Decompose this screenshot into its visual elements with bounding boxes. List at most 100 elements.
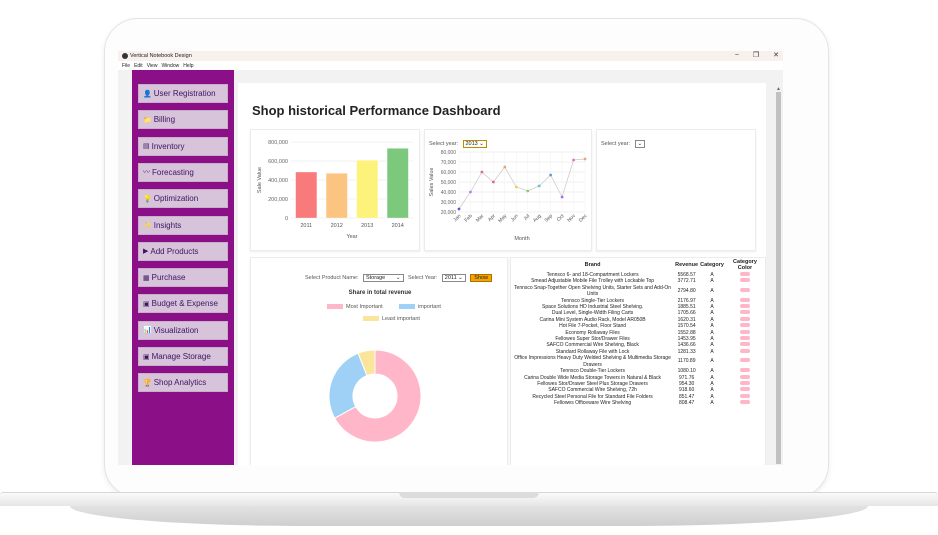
sidebar-item-manage-storage[interactable]: ▣ Manage Storage: [138, 347, 228, 366]
data-point-apr: [491, 180, 495, 184]
bar-2011: [295, 171, 318, 219]
user-icon: 👤: [143, 90, 152, 98]
minimize-button[interactable]: −: [734, 52, 739, 59]
category-color-swatch: [739, 380, 750, 385]
menu-view[interactable]: View: [146, 62, 158, 69]
sidebar-item-insights[interactable]: ✨ Insights: [138, 215, 228, 235]
revenue-cell: 1570.54: [677, 323, 696, 330]
data-point-jan: [457, 207, 461, 211]
chart-icon: 📊: [143, 327, 152, 335]
legend-swatch: [363, 316, 379, 321]
y-axis-label: Sales Value: [429, 168, 435, 197]
brand-cell: Standard Rollaway File with Lock: [555, 348, 630, 355]
category-color-cell: [725, 323, 765, 329]
data-point-mar: [480, 170, 484, 174]
sidebar-item-label: Billing: [153, 115, 176, 125]
menu-window[interactable]: Window: [161, 62, 180, 69]
x-tick-label: Jan: [452, 213, 462, 223]
brand-cell: Carina Mini System Audio Rack, Model AR0…: [539, 316, 646, 323]
monthly-year-select[interactable]: 2013 ⌄: [462, 140, 487, 148]
legend-swatch: [327, 304, 343, 309]
menu-file[interactable]: File: [122, 62, 131, 69]
sidebar-item-label: Add Products: [150, 246, 199, 256]
pie-year-select[interactable]: 2011 ⌄: [441, 274, 466, 282]
sidebar-item-optimization[interactable]: 💡 Optimization: [138, 189, 228, 209]
revenue-cell: 918.60: [678, 387, 695, 394]
x-tick-label: Aug: [532, 213, 543, 224]
sidebar-item-shop-analytics[interactable]: 🏆 Shop Analytics: [138, 373, 228, 393]
y-tick-label: 40,000: [441, 190, 457, 196]
y-tick-label: 600,000: [268, 159, 288, 165]
third-year-select[interactable]: ⌄: [634, 140, 646, 148]
brand-revenue-table: Brand Revenue Category Category Color Tenns…: [511, 258, 765, 407]
revenue-cell: 1705.66: [677, 310, 696, 317]
show-button[interactable]: Show: [470, 274, 492, 282]
table-row: Tennsco 6- and 18-Compartment Lockers 556…: [511, 272, 765, 278]
scroll-thumb[interactable]: [776, 92, 781, 464]
table-row: Office Impressions Heavy Duty Welded She…: [511, 355, 765, 368]
sidebar-item-billing[interactable]: 📁 Billing: [138, 110, 228, 130]
legend-swatch: [399, 304, 415, 309]
category-cell: A: [710, 374, 714, 381]
third-year-label: Select year:: [601, 141, 631, 147]
product-name-select[interactable]: Storage ⌄: [362, 274, 404, 282]
sidebar-item-purchase[interactable]: ▦ Purchase: [138, 268, 228, 288]
sidebar-item-user-registration[interactable]: 👤 User Registration: [138, 84, 228, 103]
sidebar-item-add-products[interactable]: ▶ Add Products: [138, 241, 228, 261]
category-cell: A: [710, 272, 714, 278]
category-cell: A: [710, 348, 714, 355]
x-tick-label: Mar: [475, 213, 486, 224]
category-cell: A: [710, 358, 714, 365]
x-tick-label: Jun: [510, 213, 520, 223]
category-color-cell: [725, 316, 765, 323]
legend-label: important: [418, 304, 441, 310]
x-tick-label: Oct: [556, 213, 566, 223]
sidebar-item-visualization[interactable]: 📊 Visualization: [138, 320, 228, 340]
monthly-year-value: 2013: [465, 141, 478, 147]
restore-button[interactable]: ❐: [752, 52, 760, 59]
sidebar-item-inventory[interactable]: ▤ Inventory: [138, 136, 228, 156]
page-scrollbar[interactable]: ▲: [775, 86, 782, 465]
storage-icon: ▣: [143, 353, 150, 361]
brand-cell: Office Impressions Heavy Duty Welded She…: [514, 355, 671, 368]
grid-icon: ▦: [143, 274, 150, 282]
revenue-cell: 1436.66: [677, 342, 696, 349]
revenue-cell: 808.47: [678, 400, 695, 407]
sidebar-item-budget-expense[interactable]: ▣ Budget & Expense: [138, 294, 228, 314]
monthly-sales-chart: 80,000 70,000 60,000 50,000 40,000 30,000 20,0…: [429, 150, 589, 242]
year-select-card: Select year: ⌄: [596, 129, 756, 251]
revenue-cell: 1170.89: [677, 358, 696, 365]
chevron-down-icon: ⌄: [637, 141, 643, 147]
table-row: SAFCO Commercial Wire Shelving, Black 143…: [511, 342, 765, 348]
y-tick-label: 200,000: [268, 197, 288, 203]
brand-cell: Tennsco Single-Tier Lockers: [561, 297, 625, 304]
y-axis-label: Sale Value: [257, 167, 263, 193]
brand-cell: Fellowes Officeware Wire Shelving: [553, 400, 632, 407]
y-tick-label: 70,000: [441, 160, 457, 166]
scroll-up-icon[interactable]: ▲: [776, 86, 781, 92]
bar-2013: [356, 160, 379, 219]
sidebar-item-forecasting[interactable]: 〰 Forecasting: [138, 162, 228, 182]
close-button[interactable]: ✕: [773, 52, 779, 59]
table-row: Fellowes Officeware Wire Shelving 808.47 A: [511, 400, 765, 406]
sales-line: [458, 158, 586, 210]
table-header-row: Brand Revenue Category Category Color: [511, 258, 765, 272]
category-cell: A: [710, 329, 714, 336]
category-color-swatch: [739, 297, 750, 302]
category-cell: A: [710, 304, 714, 311]
pie-slice-most-important: [334, 349, 422, 443]
bar-2014: [386, 148, 409, 219]
category-cell: A: [710, 380, 714, 387]
category-cell: A: [710, 288, 714, 295]
category-color-swatch: [739, 310, 750, 315]
column-header: Brand: [584, 262, 601, 268]
category-color-cell: [725, 387, 765, 393]
y-tick-label: 80,000: [441, 150, 457, 156]
monthly-year-label: Select year:: [429, 141, 459, 147]
menu-edit[interactable]: Edit: [134, 62, 143, 69]
pie-year-label: Select Year:: [407, 275, 438, 281]
x-axis-label: Month: [514, 236, 529, 242]
menu-help[interactable]: Help: [183, 62, 194, 69]
brand-cell: Hot File 7-Pocket, Floor Stand: [559, 323, 627, 330]
revenue-cell: 1281.33: [677, 348, 696, 355]
